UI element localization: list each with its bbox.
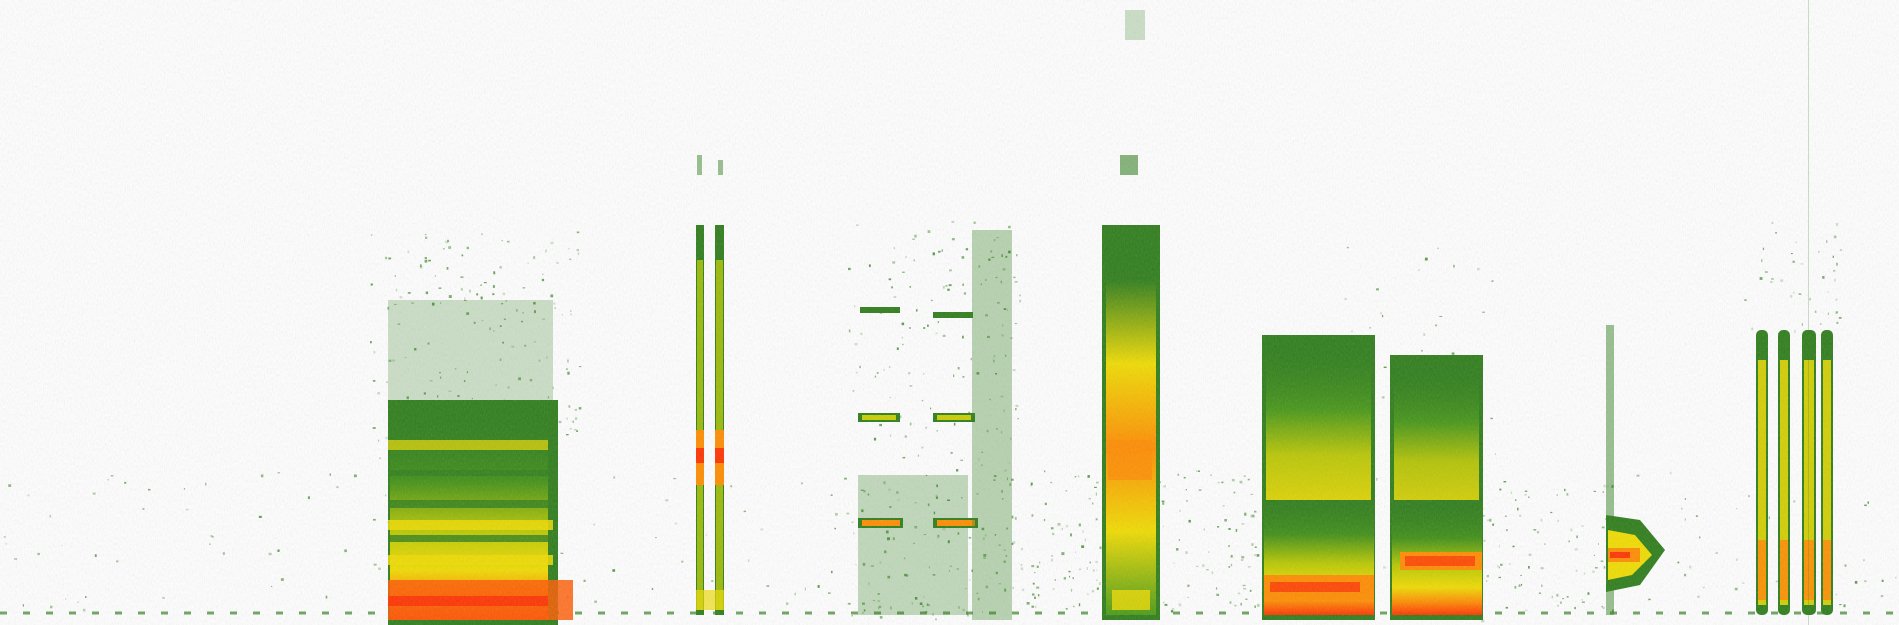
spectrogram-canvas [0, 0, 1899, 625]
spectrogram-image [0, 0, 1899, 625]
grain-overlay [0, 0, 1899, 625]
